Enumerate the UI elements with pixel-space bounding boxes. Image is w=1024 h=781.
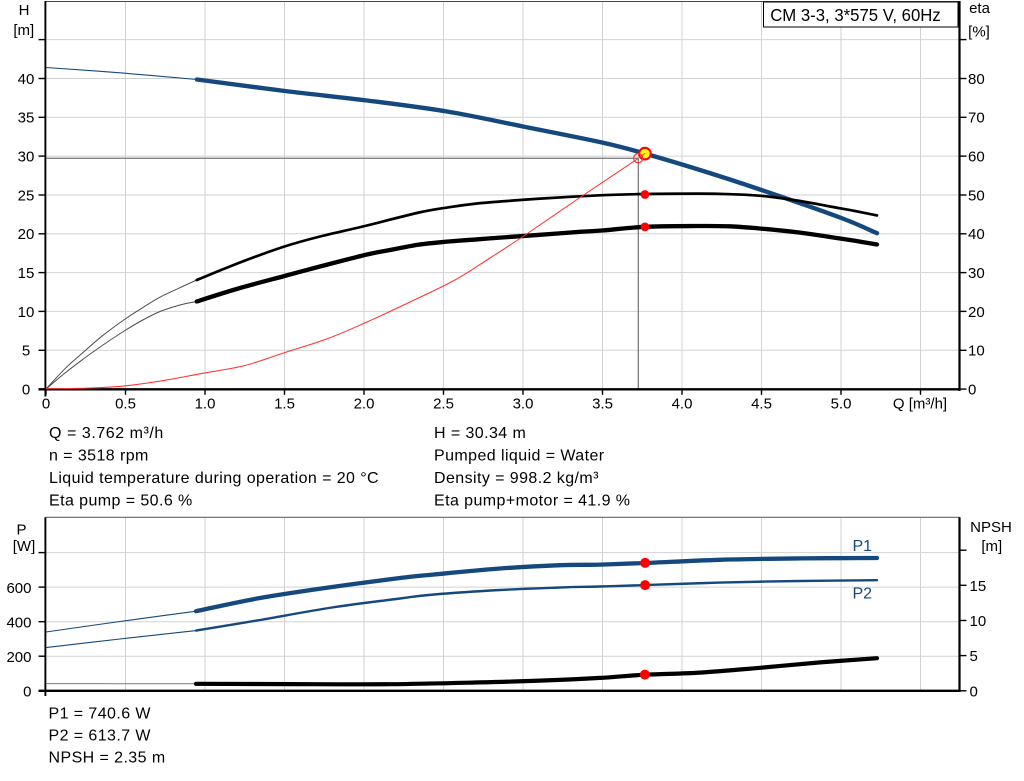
svg-text:0: 0	[23, 683, 31, 700]
svg-text:H: H	[19, 2, 30, 19]
svg-text:3.0: 3.0	[513, 396, 534, 413]
svg-text:10: 10	[970, 613, 987, 630]
svg-text:80: 80	[968, 71, 985, 88]
svg-text:4.5: 4.5	[751, 396, 772, 413]
svg-text:Q = 3.762 m³/h: Q = 3.762 m³/h	[49, 425, 164, 442]
svg-text:1.5: 1.5	[274, 396, 295, 413]
svg-text:n = 3518 rpm: n = 3518 rpm	[49, 447, 149, 464]
svg-text:[m]: [m]	[13, 22, 34, 39]
svg-text:Eta pump+motor = 41.9 %: Eta pump+motor = 41.9 %	[434, 492, 630, 509]
svg-text:30: 30	[968, 265, 985, 282]
svg-text:Eta pump = 50.6 %: Eta pump = 50.6 %	[49, 492, 193, 509]
svg-text:400: 400	[6, 614, 31, 631]
svg-text:P2: P2	[853, 586, 873, 603]
svg-text:5: 5	[22, 343, 30, 360]
svg-text:40: 40	[18, 71, 35, 88]
svg-text:15: 15	[18, 265, 35, 282]
svg-text:40: 40	[968, 226, 985, 243]
svg-text:30: 30	[18, 149, 35, 166]
svg-text:Density = 998.2 kg/m³: Density = 998.2 kg/m³	[434, 470, 599, 487]
svg-text:0: 0	[970, 683, 978, 700]
svg-text:50: 50	[968, 187, 985, 204]
svg-text:35: 35	[18, 110, 35, 127]
svg-text:60: 60	[968, 149, 985, 166]
svg-text:eta: eta	[969, 0, 991, 17]
svg-text:NPSH: NPSH	[970, 519, 1012, 536]
svg-text:CM 3-3, 3*575 V, 60Hz: CM 3-3, 3*575 V, 60Hz	[770, 4, 941, 25]
svg-text:P1: P1	[853, 538, 873, 555]
svg-text:10: 10	[18, 304, 35, 321]
svg-text:10: 10	[968, 343, 985, 360]
svg-text:3.5: 3.5	[592, 396, 613, 413]
svg-text:H = 30.34 m: H = 30.34 m	[434, 425, 526, 442]
svg-text:Q [m³/h]: Q [m³/h]	[893, 396, 947, 413]
svg-text:20: 20	[18, 226, 35, 243]
svg-text:1.0: 1.0	[195, 396, 216, 413]
svg-text:NPSH = 2.35 m: NPSH = 2.35 m	[49, 750, 166, 767]
svg-text:5: 5	[970, 648, 978, 665]
svg-text:P: P	[16, 522, 26, 539]
svg-text:5.0: 5.0	[831, 396, 852, 413]
svg-text:25: 25	[18, 187, 35, 204]
svg-text:0: 0	[22, 382, 30, 399]
svg-text:70: 70	[968, 110, 985, 127]
svg-text:2.0: 2.0	[354, 396, 375, 413]
svg-text:[m]: [m]	[981, 538, 1002, 555]
svg-text:[W]: [W]	[13, 538, 36, 555]
svg-text:[%]: [%]	[968, 24, 990, 41]
svg-text:200: 200	[6, 649, 31, 666]
svg-text:600: 600	[6, 580, 31, 597]
svg-text:0: 0	[42, 396, 50, 413]
svg-text:2.5: 2.5	[433, 396, 454, 413]
svg-text:P2 = 613.7 W: P2 = 613.7 W	[49, 727, 152, 744]
svg-text:P1 = 740.6 W: P1 = 740.6 W	[49, 705, 152, 722]
svg-text:15: 15	[970, 578, 987, 595]
svg-text:20: 20	[968, 304, 985, 321]
svg-text:Liquid temperature during oper: Liquid temperature during operation = 20…	[49, 470, 379, 487]
svg-text:0: 0	[968, 382, 976, 399]
svg-text:Pumped liquid = Water: Pumped liquid = Water	[434, 447, 605, 464]
svg-text:0.5: 0.5	[115, 396, 136, 413]
svg-text:4.0: 4.0	[672, 396, 693, 413]
